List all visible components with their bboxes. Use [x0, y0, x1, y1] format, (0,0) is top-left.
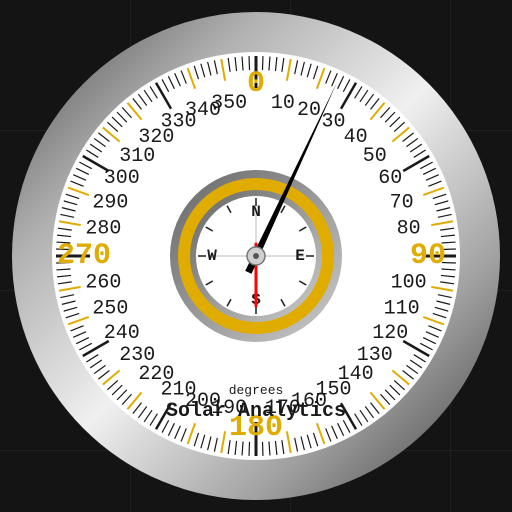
compass-E: E — [295, 247, 305, 265]
svg-text:350: 350 — [211, 92, 247, 115]
svg-text:110: 110 — [384, 298, 420, 321]
svg-text:50: 50 — [363, 145, 387, 168]
svg-text:230: 230 — [119, 344, 155, 367]
svg-text:260: 260 — [85, 271, 121, 294]
brand-label: Solar Analytics — [166, 400, 346, 423]
svg-text:300: 300 — [104, 167, 140, 190]
svg-text:100: 100 — [391, 271, 427, 294]
compass-W: W — [207, 247, 217, 265]
svg-text:20: 20 — [297, 99, 321, 122]
svg-text:120: 120 — [372, 322, 408, 345]
svg-text:240: 240 — [104, 322, 140, 345]
azimuth-gauge: 1020304050607080100110120130140150160170… — [0, 0, 512, 512]
svg-text:280: 280 — [85, 218, 121, 241]
svg-text:250: 250 — [92, 298, 128, 321]
svg-text:80: 80 — [397, 218, 421, 241]
unit-label: degrees — [229, 383, 284, 398]
svg-text:30: 30 — [321, 110, 345, 133]
compass-N: N — [251, 203, 261, 221]
svg-text:70: 70 — [390, 191, 414, 214]
svg-text:60: 60 — [378, 167, 402, 190]
svg-text:290: 290 — [92, 191, 128, 214]
svg-text:10: 10 — [271, 92, 295, 115]
cardinal-label-0: 0 — [247, 67, 265, 101]
cardinal-label-90: 90 — [410, 239, 446, 273]
cardinal-label-270: 270 — [57, 239, 111, 273]
